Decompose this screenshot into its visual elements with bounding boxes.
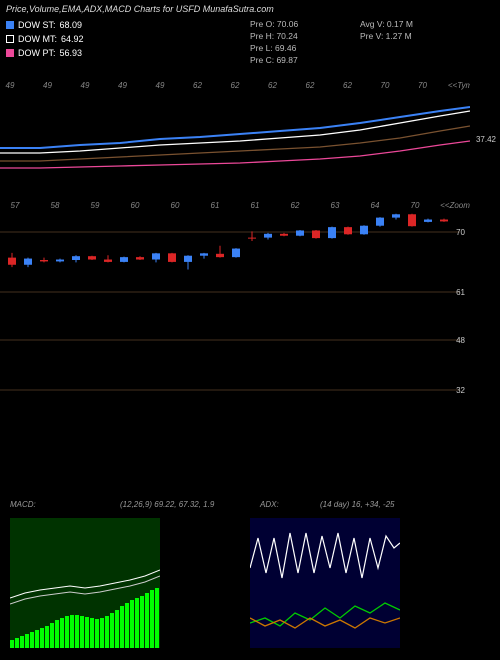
legend-pt-swatch	[6, 49, 14, 57]
legend-mt-label: DOW MT:	[18, 32, 57, 46]
svg-text:49: 49	[81, 81, 90, 90]
svg-text:60: 60	[131, 201, 140, 210]
svg-text:64: 64	[371, 201, 380, 210]
info-pre-v: Pre V: 1.27 M	[360, 30, 413, 42]
legend-pt-value: 56.93	[60, 46, 83, 60]
svg-text:61: 61	[456, 288, 465, 297]
legend-st: DOW ST: 68.09	[6, 18, 84, 32]
svg-text:<<Tym: <<Tym	[448, 81, 470, 90]
adx-label: ADX:	[260, 500, 279, 509]
svg-text:61: 61	[211, 201, 220, 210]
legend-mt: DOW MT: 64.92	[6, 32, 84, 46]
svg-text:70: 70	[411, 201, 420, 210]
svg-text:60: 60	[171, 201, 180, 210]
macd-params: (12,26,9) 69.22, 67.32, 1.9	[120, 500, 214, 509]
info-block-volume: Avg V: 0.17 M Pre V: 1.27 M	[360, 18, 413, 42]
svg-text:70: 70	[456, 228, 465, 237]
legend-pt-label: DOW PT:	[18, 46, 56, 60]
svg-text:63: 63	[331, 201, 340, 210]
legend-st-swatch	[6, 21, 14, 29]
info-pre-o: Pre O: 70.06	[250, 18, 298, 30]
svg-text:62: 62	[193, 81, 202, 90]
legend-st-value: 68.09	[60, 18, 83, 32]
svg-text:62: 62	[306, 81, 315, 90]
svg-text:57: 57	[11, 201, 20, 210]
info-pre-l: Pre L: 69.46	[250, 42, 298, 54]
svg-text:49: 49	[6, 81, 15, 90]
legend-block: DOW ST: 68.09 DOW MT: 64.92 DOW PT: 56.9…	[6, 18, 84, 60]
svg-text:49: 49	[118, 81, 127, 90]
svg-text:70: 70	[381, 81, 390, 90]
legend-mt-value: 64.92	[61, 32, 84, 46]
ema-chart: 49 49 49 49 49 62 62 62 62 62 70 70 <<Tym	[0, 78, 470, 178]
page-title: Price,Volume,EMA,ADX,MACD Charts for USF…	[6, 4, 274, 14]
svg-text:49: 49	[156, 81, 165, 90]
adx-chart	[250, 518, 400, 648]
info-avg-v: Avg V: 0.17 M	[360, 18, 413, 30]
info-pre-c: Pre C: 69.87	[250, 54, 298, 66]
legend-st-label: DOW ST:	[18, 18, 56, 32]
svg-text:58: 58	[51, 201, 60, 210]
adx-params: (14 day) 16, +34, -25	[320, 500, 395, 509]
macd-label: MACD:	[10, 500, 36, 509]
svg-text:62: 62	[268, 81, 277, 90]
svg-text:61: 61	[251, 201, 260, 210]
info-block-ohlc: Pre O: 70.06 Pre H: 70.24 Pre L: 69.46 P…	[250, 18, 298, 66]
svg-text:49: 49	[43, 81, 52, 90]
svg-text:<<Zoom: <<Zoom	[440, 201, 470, 210]
ema-right-label: 37.42	[476, 135, 496, 144]
legend-mt-swatch	[6, 35, 14, 43]
svg-text:62: 62	[231, 81, 240, 90]
legend-pt: DOW PT: 56.93	[6, 46, 84, 60]
svg-text:70: 70	[418, 81, 427, 90]
svg-text:62: 62	[343, 81, 352, 90]
svg-text:62: 62	[291, 201, 300, 210]
svg-text:59: 59	[91, 201, 100, 210]
macd-chart	[10, 518, 160, 648]
svg-text:32: 32	[456, 386, 465, 395]
candle-chart: 70 61 48 32 57 58 59 60 60 61 61 62 63 64 70 <<Zoom	[0, 200, 470, 420]
svg-text:48: 48	[456, 336, 465, 345]
info-pre-h: Pre H: 70.24	[250, 30, 298, 42]
